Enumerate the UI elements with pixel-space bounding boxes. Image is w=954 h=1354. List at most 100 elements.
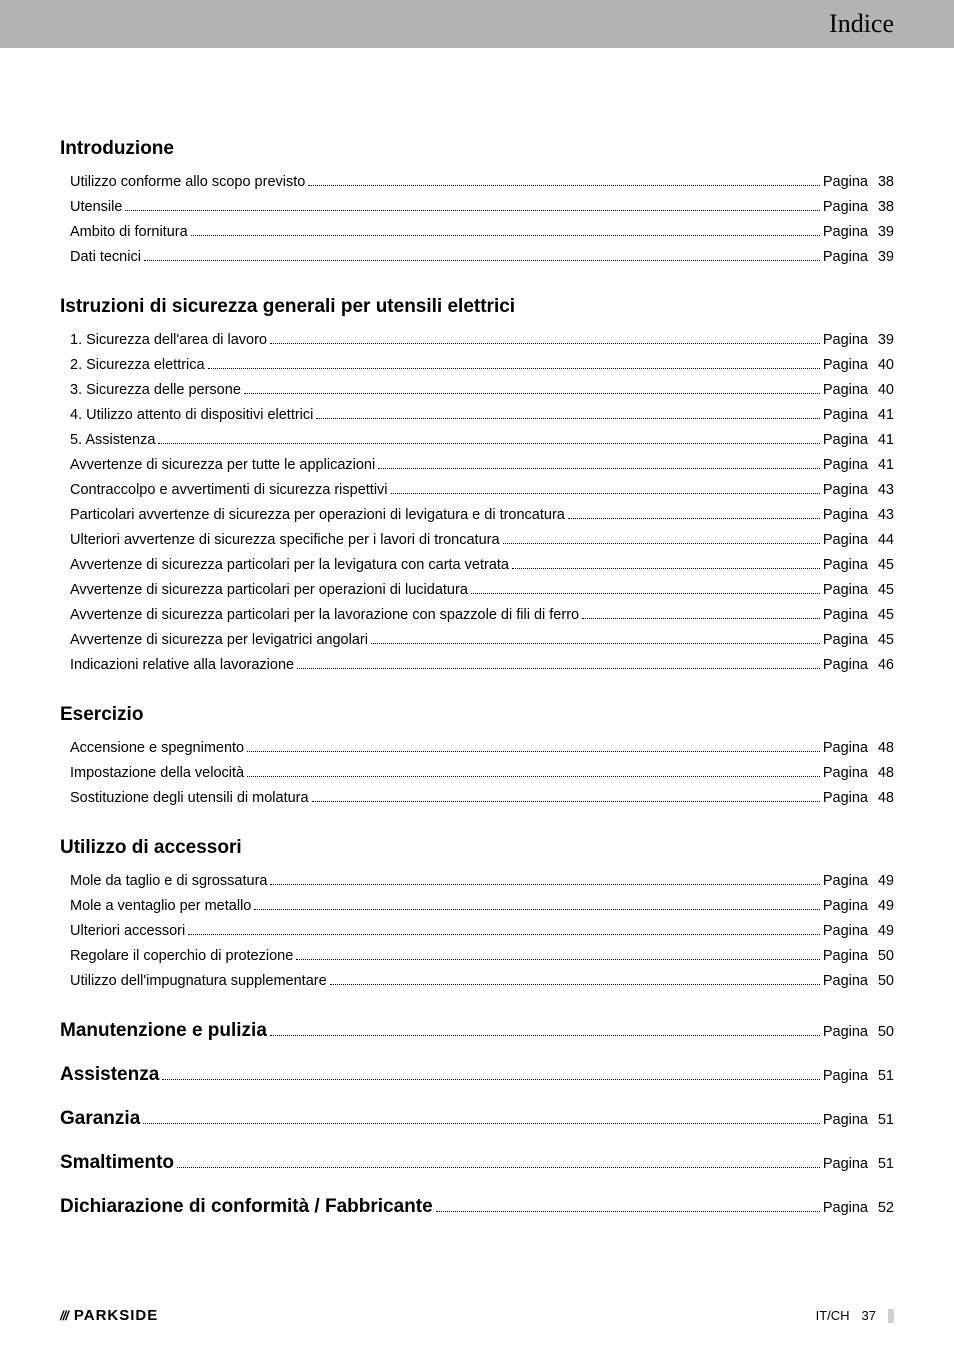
page-marker-icon — [888, 1309, 894, 1323]
toc-text: Avvertenze di sicurezza particolari per … — [70, 605, 579, 626]
page-label: Pagina — [823, 505, 868, 526]
page-num: 40 — [868, 380, 894, 401]
toc-line: Ulteriori avvertenze di sicurezza specif… — [60, 530, 894, 551]
page-label: Pagina — [823, 480, 868, 501]
page-label: Pagina — [823, 655, 868, 676]
toc-dots — [308, 185, 820, 186]
page-num: 39 — [868, 222, 894, 243]
page-label: Pagina — [823, 455, 868, 476]
toc-dots — [582, 618, 820, 619]
toc-line: Ulteriori accessori Pagina 49 — [60, 921, 894, 942]
page-num: 51 — [868, 1112, 894, 1128]
toc-line: Contraccolpo e avvertimenti di sicurezza… — [60, 480, 894, 501]
toc-dots — [188, 934, 820, 935]
page-label: Pagina — [823, 405, 868, 426]
toc-line: Regolare il coperchio di protezione Pagi… — [60, 946, 894, 967]
toc-line: Utilizzo dell'impugnatura supplementare … — [60, 971, 894, 992]
toc-text: Mole a ventaglio per metallo — [70, 896, 251, 917]
page-label: Pagina — [823, 1112, 868, 1128]
toc-text: Dati tecnici — [70, 247, 141, 268]
toc-text: Sostituzione degli utensili di molatura — [70, 788, 309, 809]
page-num: 41 — [868, 455, 894, 476]
page-num: 49 — [868, 921, 894, 942]
footer: /// PARKSIDE IT/CH 37 — [0, 1307, 954, 1324]
toc-line: 4. Utilizzo attento di dispositivi elett… — [60, 405, 894, 426]
toc-dots — [371, 643, 820, 644]
content: Introduzione Utilizzo conforme allo scop… — [0, 48, 954, 1218]
page-label: Pagina — [823, 555, 868, 576]
page-label: Pagina — [823, 896, 868, 917]
toc-text: Indicazioni relative alla lavorazione — [70, 655, 294, 676]
page-num: 46 — [868, 655, 894, 676]
page-num: 48 — [868, 763, 894, 784]
toc-line: Mole a ventaglio per metallo Pagina 49 — [60, 896, 894, 917]
toc-text: Utensile — [70, 197, 122, 218]
toc-dots — [247, 751, 820, 752]
toc-dots — [177, 1167, 820, 1168]
toc-line: 3. Sicurezza delle persone Pagina 40 — [60, 380, 894, 401]
section-introduzione: Introduzione Utilizzo conforme allo scop… — [60, 138, 894, 268]
toc-text: Regolare il coperchio di protezione — [70, 946, 293, 967]
page-num: 39 — [868, 330, 894, 351]
page-num: 49 — [868, 871, 894, 892]
toc-dots — [316, 418, 819, 419]
page-num: 50 — [868, 946, 894, 967]
toc-line: Ambito di fornitura Pagina 39 — [60, 222, 894, 243]
page-label: Pagina — [823, 172, 868, 193]
page-label: Pagina — [823, 763, 868, 784]
toc-dots — [208, 368, 820, 369]
brand-logo-icon: /// — [60, 1308, 68, 1323]
page-label: Pagina — [823, 871, 868, 892]
page-label: Pagina — [823, 788, 868, 809]
toc-text: Ambito di fornitura — [70, 222, 188, 243]
page-label: Pagina — [823, 605, 868, 626]
toc-text: Ulteriori accessori — [70, 921, 185, 942]
toc-text: Mole da taglio e di sgrossatura — [70, 871, 267, 892]
page-num: 39 — [868, 247, 894, 268]
section-assistenza: Assistenza Pagina 51 — [60, 1064, 894, 1086]
page-label: Pagina — [823, 330, 868, 351]
section-manutenzione: Manutenzione e pulizia Pagina 50 — [60, 1020, 894, 1042]
section-title: Smaltimento — [60, 1152, 174, 1174]
toc-line: Indicazioni relative alla lavorazione Pa… — [60, 655, 894, 676]
toc-dots — [568, 518, 820, 519]
page-num: 50 — [868, 971, 894, 992]
page-num: 40 — [868, 355, 894, 376]
toc-line: Avvertenze di sicurezza particolari per … — [60, 580, 894, 601]
toc-dots — [125, 210, 819, 211]
toc-line: Particolari avvertenze di sicurezza per … — [60, 505, 894, 526]
page-num: 44 — [868, 530, 894, 551]
toc-line: 5. Assistenza Pagina 41 — [60, 430, 894, 451]
toc-text: Avvertenze di sicurezza per levigatrici … — [70, 630, 368, 651]
brand-text: PARKSIDE — [74, 1307, 158, 1324]
toc-text: 1. Sicurezza dell'area di lavoro — [70, 330, 267, 351]
page-num: 43 — [868, 480, 894, 501]
toc-dots — [270, 343, 820, 344]
toc-line: Utilizzo conforme allo scopo previsto Pa… — [60, 172, 894, 193]
toc-dots — [312, 801, 820, 802]
section-esercizio: Esercizio Accensione e spegnimento Pagin… — [60, 704, 894, 809]
page-num: 38 — [868, 197, 894, 218]
toc-text: 4. Utilizzo attento di dispositivi elett… — [70, 405, 313, 426]
toc-line: Mole da taglio e di sgrossatura Pagina 4… — [60, 871, 894, 892]
toc-line: Accensione e spegnimento Pagina 48 — [60, 738, 894, 759]
section-title: Istruzioni di sicurezza generali per ute… — [60, 296, 894, 318]
toc-dots — [158, 443, 819, 444]
page-label: Pagina — [823, 1024, 868, 1040]
page-num: 50 — [868, 1024, 894, 1040]
toc-dots — [270, 1035, 820, 1036]
section-istruzioni: Istruzioni di sicurezza generali per ute… — [60, 296, 894, 676]
page-label: Pagina — [823, 222, 868, 243]
page-num: 41 — [868, 430, 894, 451]
toc-dots — [512, 568, 820, 569]
toc-dots — [254, 909, 819, 910]
toc-dots — [378, 468, 820, 469]
page-label: Pagina — [823, 530, 868, 551]
section-title: Assistenza — [60, 1064, 159, 1086]
toc-text: Utilizzo dell'impugnatura supplementare — [70, 971, 327, 992]
toc-text: Avvertenze di sicurezza particolari per … — [70, 555, 509, 576]
page-num: 43 — [868, 505, 894, 526]
toc-line: 2. Sicurezza elettrica Pagina 40 — [60, 355, 894, 376]
page-num: 52 — [868, 1200, 894, 1216]
toc-dots — [391, 493, 820, 494]
